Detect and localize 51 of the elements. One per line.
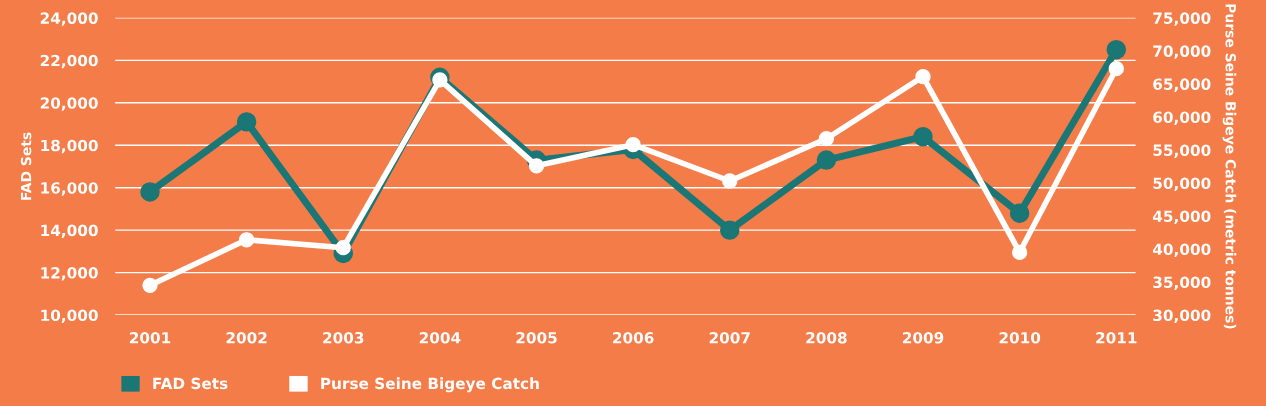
point [432, 72, 448, 88]
point [915, 69, 931, 85]
point [528, 158, 545, 174]
y2-tick-label: 75,000 [1153, 12, 1211, 26]
point [335, 240, 351, 256]
x-tick-label: 2007 [709, 331, 750, 344]
point [1012, 244, 1028, 260]
y-tick-label: 16,000 [41, 182, 98, 196]
y2-tick-label: 65,000 [1153, 78, 1211, 92]
y-axis-title: FAD Sets [20, 132, 32, 200]
point [722, 173, 738, 189]
y-tick-label: 18,000 [41, 139, 98, 154]
y2-tick-label: 55,000 [1153, 144, 1211, 158]
y2-tick-label: 35,000 [1153, 276, 1211, 291]
point [625, 137, 641, 153]
y-tick-label: 20,000 [40, 97, 98, 111]
y2-tick-label: 50,000 [1153, 177, 1211, 191]
x-tick-label: 2006 [613, 331, 654, 344]
point [818, 131, 835, 147]
x-tick-label: 2010 [999, 331, 1041, 344]
point [1108, 61, 1124, 77]
y-tick-label: 12,000 [41, 267, 98, 281]
point [140, 182, 160, 202]
x-tick-label: 2009 [902, 331, 944, 344]
point [913, 127, 933, 147]
x-tick-label: 2003 [323, 331, 364, 344]
y2-tick-label: 60,000 [1153, 111, 1211, 125]
x-tick-label: 2005 [516, 331, 557, 344]
y-tick-label: 22,000 [40, 54, 98, 69]
y2-tick-label: 70,000 [1153, 45, 1211, 59]
x-tick-label: 2002 [226, 331, 267, 344]
legend-label: FAD Sets [153, 377, 228, 390]
x-tick-label: 2008 [806, 331, 847, 344]
y2-tick-label: 45,000 [1152, 210, 1211, 224]
point [238, 232, 255, 248]
point [142, 277, 158, 293]
legend-label: Purse Seine Bigeye Catch [321, 377, 539, 393]
y-tick-label: 14,000 [41, 224, 98, 239]
point [1106, 39, 1126, 60]
x-tick-label: 2011 [1096, 331, 1137, 344]
y-tick-label: 10,000 [41, 309, 98, 324]
point [1009, 203, 1030, 223]
y2-tick-label: 40,000 [1152, 243, 1211, 257]
point [236, 112, 257, 132]
y-tick-label: 24,000 [40, 12, 98, 26]
y2-tick-label: 30,000 [1153, 309, 1211, 324]
point [816, 150, 837, 170]
point [720, 220, 740, 240]
x-tick-label: 2004 [419, 331, 461, 344]
y2-axis-title: Purse Seine Bigeye Catch (metric tonnes) [1222, 4, 1237, 329]
x-tick-label: 2001 [129, 331, 171, 344]
